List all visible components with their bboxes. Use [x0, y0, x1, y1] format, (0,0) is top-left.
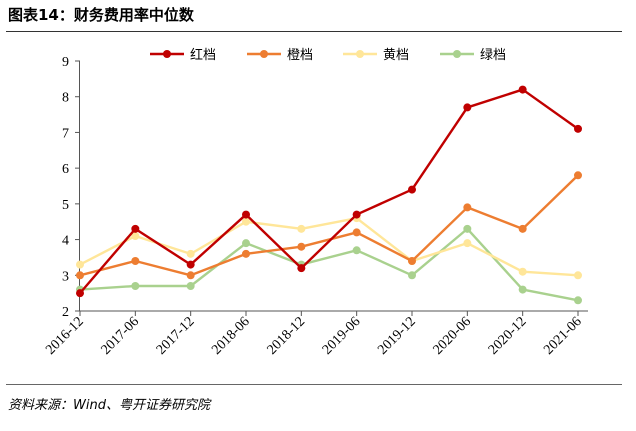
data-point — [186, 260, 195, 269]
series-line — [79, 174, 579, 277]
data-point — [408, 271, 416, 280]
data-point — [518, 285, 527, 294]
chart-series — [76, 85, 582, 305]
series-2 — [76, 171, 582, 280]
data-point — [574, 296, 582, 305]
data-point — [297, 242, 306, 251]
data-point — [131, 224, 140, 233]
x-tick-label: 2020-12 — [486, 314, 530, 358]
data-point — [242, 239, 250, 248]
data-point — [463, 203, 472, 212]
data-point — [463, 103, 472, 112]
data-point — [518, 224, 527, 233]
y-tick-label: 9 — [62, 55, 69, 70]
y-tick-label: 6 — [62, 162, 69, 177]
data-point — [463, 224, 472, 233]
data-point — [242, 217, 250, 226]
data-point — [76, 260, 84, 269]
data-point — [242, 249, 250, 258]
y-tick-label: 7 — [62, 126, 69, 141]
series-3 — [76, 214, 582, 280]
data-point — [463, 239, 472, 248]
legend-marker — [356, 50, 364, 58]
data-point — [186, 282, 195, 290]
data-point — [76, 271, 84, 280]
series-line — [79, 88, 579, 294]
data-point — [297, 264, 306, 273]
legend-marker — [260, 50, 268, 58]
figure-title: 图表14：财务费用率中位数 — [8, 6, 194, 24]
data-point — [242, 210, 250, 219]
data-point — [408, 185, 416, 194]
data-point — [186, 271, 195, 280]
legend-item-1: 红档 — [150, 47, 216, 63]
legend-label: 红档 — [190, 47, 216, 63]
data-point — [518, 267, 527, 276]
data-point — [352, 228, 361, 237]
data-point — [574, 271, 582, 280]
source-note: 资料来源：Wind、粤开证券研究院 — [8, 398, 210, 413]
data-point — [408, 257, 416, 265]
legend-item-3: 黄档 — [343, 48, 409, 63]
y-tick-label: 8 — [62, 91, 69, 106]
x-tick-label: 2017-06 — [99, 314, 143, 358]
data-point — [131, 282, 140, 290]
series-line — [79, 216, 579, 277]
chart-legend: 红档 橙档 黄档 绿档 — [150, 47, 506, 63]
source-rule — [6, 384, 622, 385]
y-tick-label: 4 — [62, 234, 69, 249]
data-point — [518, 85, 527, 94]
x-tick-label: 2020-06 — [431, 314, 475, 358]
legend-label: 绿档 — [480, 48, 506, 63]
data-point — [131, 232, 140, 240]
line-chart: 2 3 4 5 6 7 8 9 2016-12 2017-06 2017-12 2018-06 2018… — [43, 47, 588, 358]
x-tick-label: 2021-06 — [541, 314, 585, 358]
legend-marker — [453, 50, 461, 58]
x-tick-label: 2016-12 — [43, 314, 87, 358]
x-tick-label: 2018-12 — [265, 314, 309, 358]
x-tick-label: 2019-12 — [375, 314, 419, 358]
data-point — [76, 289, 84, 298]
x-tick-label: 2018-06 — [209, 314, 253, 358]
data-point — [574, 171, 582, 180]
legend-item-2: 橙档 — [247, 48, 313, 63]
series-1 — [76, 85, 582, 298]
legend-label: 黄档 — [383, 48, 409, 63]
x-tick-label: 2019-06 — [320, 314, 364, 358]
legend-label: 橙档 — [287, 48, 313, 63]
y-tick-label: 2 — [62, 305, 69, 320]
series-line — [79, 227, 579, 302]
data-point — [574, 124, 582, 133]
data-point — [131, 257, 140, 265]
data-point — [352, 210, 361, 219]
data-point — [297, 224, 306, 233]
legend-item-4: 绿档 — [440, 48, 506, 63]
y-tick-label: 5 — [62, 198, 69, 213]
data-point — [352, 246, 361, 255]
data-point — [186, 249, 195, 258]
chart-axes: 2 3 4 5 6 7 8 9 2016-12 2017-06 2017-12 2018-06 2018… — [43, 55, 588, 358]
y-tick-label: 3 — [62, 269, 69, 284]
title-rule — [6, 31, 622, 32]
x-tick-label: 2017-12 — [154, 314, 198, 358]
legend-marker — [163, 50, 171, 58]
